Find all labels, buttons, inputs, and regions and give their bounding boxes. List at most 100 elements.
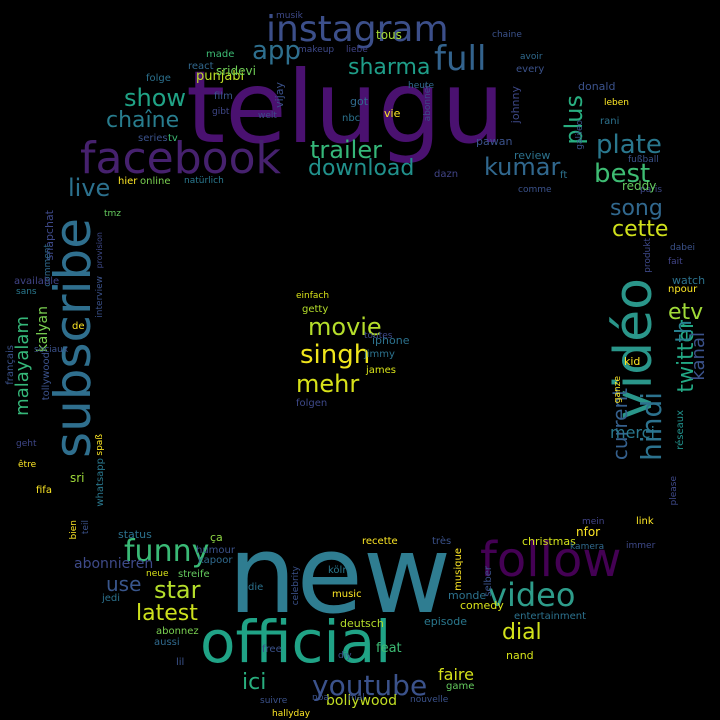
word: vie bbox=[384, 107, 401, 120]
word: suivre bbox=[260, 696, 288, 706]
word: tv bbox=[168, 133, 178, 144]
word: official bbox=[200, 608, 392, 676]
word: dial bbox=[502, 620, 542, 645]
word: tollywood bbox=[41, 352, 52, 401]
word: iphone bbox=[372, 334, 410, 347]
word: ft bbox=[560, 170, 568, 181]
word: geht bbox=[16, 439, 37, 449]
word: pawan bbox=[476, 135, 513, 148]
word: aussi bbox=[154, 637, 180, 648]
word: nba bbox=[312, 693, 329, 703]
word: gibt bbox=[212, 107, 230, 117]
word: sharma bbox=[348, 55, 431, 80]
word: musique bbox=[453, 548, 464, 591]
word: de bbox=[72, 321, 85, 332]
word: movie bbox=[308, 313, 382, 341]
word: dabei bbox=[670, 243, 695, 253]
word: einfach bbox=[296, 291, 330, 301]
word: best bbox=[594, 159, 651, 189]
word: app bbox=[252, 36, 301, 66]
word: rani bbox=[600, 116, 620, 127]
word: teil bbox=[81, 520, 91, 535]
word: react bbox=[188, 61, 214, 72]
word: available bbox=[14, 276, 60, 287]
word: ça bbox=[210, 531, 223, 544]
word: please bbox=[669, 476, 679, 506]
word: telugu bbox=[186, 49, 505, 166]
word: deutsch bbox=[340, 617, 384, 630]
word: youtube bbox=[312, 669, 428, 702]
word: kamera bbox=[570, 542, 605, 552]
word: monde bbox=[448, 589, 487, 602]
word: kanal bbox=[688, 332, 709, 381]
word: entertainment bbox=[514, 611, 586, 622]
word: welt bbox=[258, 111, 277, 121]
word: très bbox=[432, 536, 452, 547]
word: abonnieren bbox=[74, 556, 154, 572]
word: heute bbox=[408, 81, 435, 91]
word: celebrity bbox=[291, 566, 301, 606]
word: whatsapp bbox=[95, 458, 106, 507]
word: show bbox=[124, 84, 187, 112]
word: made bbox=[206, 49, 235, 60]
word: getty bbox=[302, 304, 329, 315]
word: series bbox=[138, 133, 168, 144]
word: nand bbox=[506, 649, 534, 662]
word: link bbox=[636, 516, 654, 527]
word: music bbox=[332, 589, 362, 600]
word: donald bbox=[578, 80, 616, 93]
word: mal bbox=[348, 693, 365, 703]
word: mein bbox=[582, 517, 605, 527]
word: feat bbox=[376, 641, 402, 656]
word: makeup bbox=[298, 45, 335, 55]
word: toutes bbox=[364, 331, 393, 341]
word: every bbox=[516, 64, 545, 75]
word: star bbox=[154, 576, 201, 604]
word: fußball bbox=[628, 155, 659, 165]
word: nouvelle bbox=[410, 695, 449, 705]
word: nfor bbox=[576, 525, 601, 539]
word: jimmy bbox=[364, 349, 395, 360]
word: plate bbox=[596, 130, 662, 160]
word: sri bbox=[70, 471, 85, 485]
word: facebook bbox=[80, 133, 281, 184]
word: bollywood bbox=[326, 693, 397, 709]
word: follow bbox=[480, 532, 622, 588]
word: faire bbox=[438, 665, 474, 684]
word: avoir bbox=[520, 52, 543, 62]
word: chaine bbox=[492, 30, 522, 40]
word: immer bbox=[626, 541, 656, 551]
word: got bbox=[350, 95, 369, 108]
word: kumar bbox=[484, 153, 561, 181]
word: npour bbox=[668, 284, 698, 295]
word: kapoor bbox=[198, 555, 233, 566]
word: watch bbox=[672, 274, 706, 287]
word: cette bbox=[612, 217, 669, 242]
word: jedi bbox=[102, 593, 121, 604]
word: galileo bbox=[575, 120, 585, 150]
word: instagram bbox=[266, 9, 449, 50]
word: film bbox=[214, 91, 233, 102]
word: tous bbox=[376, 28, 402, 42]
word: song bbox=[610, 196, 663, 221]
word: être bbox=[18, 460, 37, 470]
word: live bbox=[68, 174, 111, 202]
word: johnny bbox=[509, 86, 522, 124]
word: réseaux bbox=[675, 410, 686, 450]
word: punjabi bbox=[196, 69, 245, 84]
word: français bbox=[5, 345, 16, 385]
word: sans bbox=[16, 287, 37, 297]
word: fait bbox=[668, 257, 683, 267]
word: provision bbox=[95, 232, 104, 269]
word: fifa bbox=[36, 485, 52, 496]
word: produkt bbox=[643, 238, 653, 273]
word: bien bbox=[69, 520, 79, 540]
word: reddy bbox=[622, 179, 657, 193]
word: new bbox=[228, 513, 452, 638]
word: abonnez bbox=[156, 626, 199, 637]
word: kid bbox=[624, 355, 641, 368]
word: malayalam bbox=[12, 316, 33, 416]
word: diy bbox=[338, 651, 352, 661]
word: episode bbox=[424, 615, 468, 628]
word: recette bbox=[362, 536, 398, 547]
